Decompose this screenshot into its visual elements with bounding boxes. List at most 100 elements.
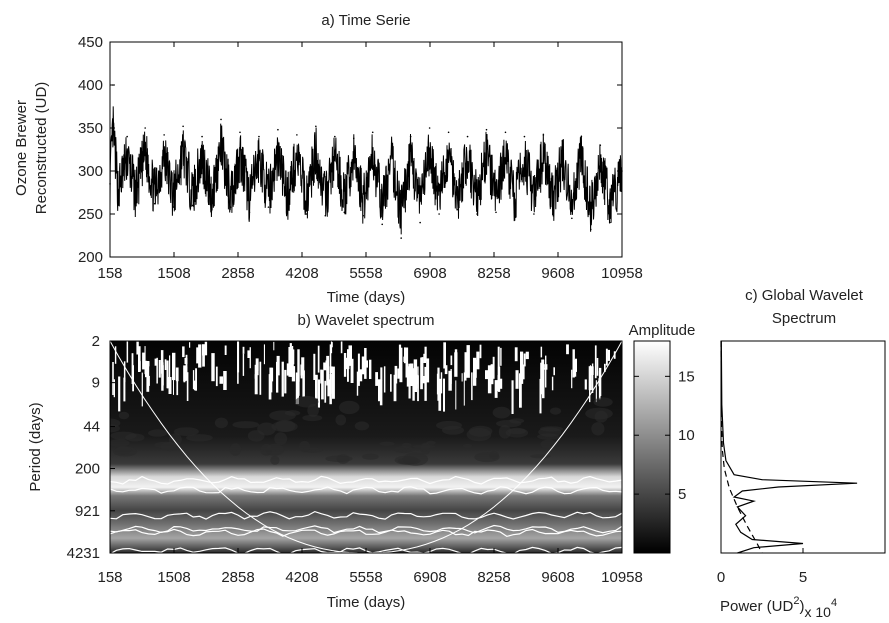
ozone-point bbox=[248, 211, 251, 214]
speckle-streak bbox=[598, 378, 600, 387]
speckle-streak bbox=[326, 355, 330, 386]
speckle-streak bbox=[173, 376, 174, 395]
ozone-point bbox=[343, 211, 346, 214]
speckle-streak bbox=[605, 348, 608, 366]
speckle-streak bbox=[594, 345, 597, 379]
speckle-streak bbox=[123, 377, 126, 402]
ozone-point bbox=[571, 217, 573, 220]
speckle-streak bbox=[182, 346, 185, 358]
speckle-streak bbox=[247, 350, 251, 358]
speckle-blob bbox=[462, 443, 473, 448]
speckle-streak bbox=[497, 375, 499, 391]
speckle-streak bbox=[242, 346, 245, 354]
speckle-streak bbox=[540, 362, 542, 395]
speckle-streak bbox=[542, 368, 545, 399]
speckle-streak bbox=[424, 366, 427, 401]
speckle-streak bbox=[329, 344, 332, 378]
speckle-streak bbox=[471, 372, 473, 401]
speckle-blob bbox=[265, 443, 285, 456]
speckle-blob bbox=[540, 439, 557, 449]
speckle-streak bbox=[421, 376, 425, 384]
speckle-streak bbox=[146, 361, 150, 367]
speckle-blob bbox=[247, 430, 265, 442]
b-ytick-label: 44 bbox=[83, 419, 100, 436]
speckle-streak bbox=[476, 351, 480, 370]
speckle-blob bbox=[110, 418, 121, 428]
speckle-streak bbox=[551, 376, 554, 391]
speckle-streak bbox=[192, 370, 195, 390]
speckle-streak bbox=[329, 366, 333, 374]
speckle-streak bbox=[195, 368, 197, 391]
b-xtick-label: 4208 bbox=[285, 569, 318, 586]
speckle-streak bbox=[399, 347, 403, 383]
speckle-streak bbox=[497, 346, 500, 377]
speckle-streak bbox=[455, 380, 457, 410]
speckle-streak bbox=[292, 349, 295, 365]
panel-a-ylabel: Ozone Brewer Reconstructed (UD) bbox=[13, 82, 50, 215]
speckle-streak bbox=[297, 380, 300, 396]
b-ytick-label: 2 bbox=[92, 333, 100, 350]
speckle-streak bbox=[269, 367, 273, 393]
speckle-streak bbox=[141, 372, 143, 407]
ozone-point bbox=[163, 134, 165, 136]
speckle-streak bbox=[300, 364, 304, 376]
ozone-point bbox=[504, 131, 507, 134]
speckle-blob bbox=[125, 433, 145, 442]
speckle-blob bbox=[118, 411, 130, 420]
colorbar-tick-label: 15 bbox=[678, 368, 695, 385]
ozone-point bbox=[590, 228, 592, 231]
ozone-point bbox=[267, 206, 270, 208]
a-ytick-label: 200 bbox=[78, 249, 103, 266]
speckle-streak bbox=[589, 371, 591, 403]
ozone-point bbox=[229, 206, 232, 208]
speckle-blob bbox=[338, 400, 360, 415]
colorbar-ticks: 5 10 15 bbox=[634, 368, 695, 503]
speckle-streak bbox=[138, 346, 141, 372]
speckle-streak bbox=[302, 370, 305, 397]
c-xtick-label: 0 bbox=[717, 569, 725, 586]
ozone-point bbox=[239, 131, 241, 134]
speckle-streak bbox=[440, 372, 443, 394]
speckle-streak bbox=[224, 345, 227, 355]
colorbar bbox=[633, 340, 671, 554]
ozone-point bbox=[552, 213, 554, 215]
speckle-streak bbox=[566, 344, 569, 355]
speckle-blob bbox=[302, 414, 323, 422]
speckle-streak bbox=[321, 370, 324, 400]
speckle-blob bbox=[474, 452, 500, 463]
speckle-streak bbox=[544, 364, 548, 370]
speckle-streak bbox=[237, 341, 240, 373]
speckle-streak bbox=[161, 362, 164, 391]
speckle-blob bbox=[274, 432, 288, 446]
speckle-blob bbox=[299, 440, 311, 453]
colorbar-tick-label: 10 bbox=[678, 427, 695, 444]
speckle-streak bbox=[136, 341, 139, 355]
speckle-streak bbox=[297, 349, 300, 382]
panel-b-ticks: 158 1508 2858 4208 5558 6908 8258 9608 10958 2 9 44… bbox=[67, 333, 643, 586]
ozone-point bbox=[305, 213, 308, 215]
speckle-streak bbox=[219, 376, 223, 384]
speckle-streak bbox=[426, 358, 430, 383]
speckle-streak bbox=[138, 361, 141, 372]
speckle-streak bbox=[466, 345, 470, 378]
panel-a-ticks: 158 1508 2858 4208 5558 6908 8258 9608 10958 200 2… bbox=[78, 34, 643, 282]
global-spectrum-line bbox=[720, 340, 858, 554]
speckle-blob bbox=[362, 453, 379, 460]
speckle-streak bbox=[131, 353, 134, 384]
speckle-blob bbox=[115, 446, 132, 455]
speckle-streak bbox=[511, 380, 514, 414]
speckle-streak bbox=[408, 367, 411, 399]
speckle-streak bbox=[463, 372, 465, 406]
speckle-streak bbox=[263, 344, 265, 365]
speckle-streak bbox=[160, 350, 164, 374]
speckle-blob bbox=[148, 429, 168, 437]
speckle-blob bbox=[271, 421, 298, 432]
speckle-streak bbox=[541, 359, 545, 381]
speckle-streak bbox=[156, 357, 158, 384]
speckle-streak bbox=[405, 347, 409, 378]
speckle-streak bbox=[223, 371, 227, 390]
speckle-streak bbox=[189, 342, 191, 348]
b-ytick-label: 921 bbox=[75, 503, 100, 520]
speckle-streak bbox=[369, 359, 372, 379]
